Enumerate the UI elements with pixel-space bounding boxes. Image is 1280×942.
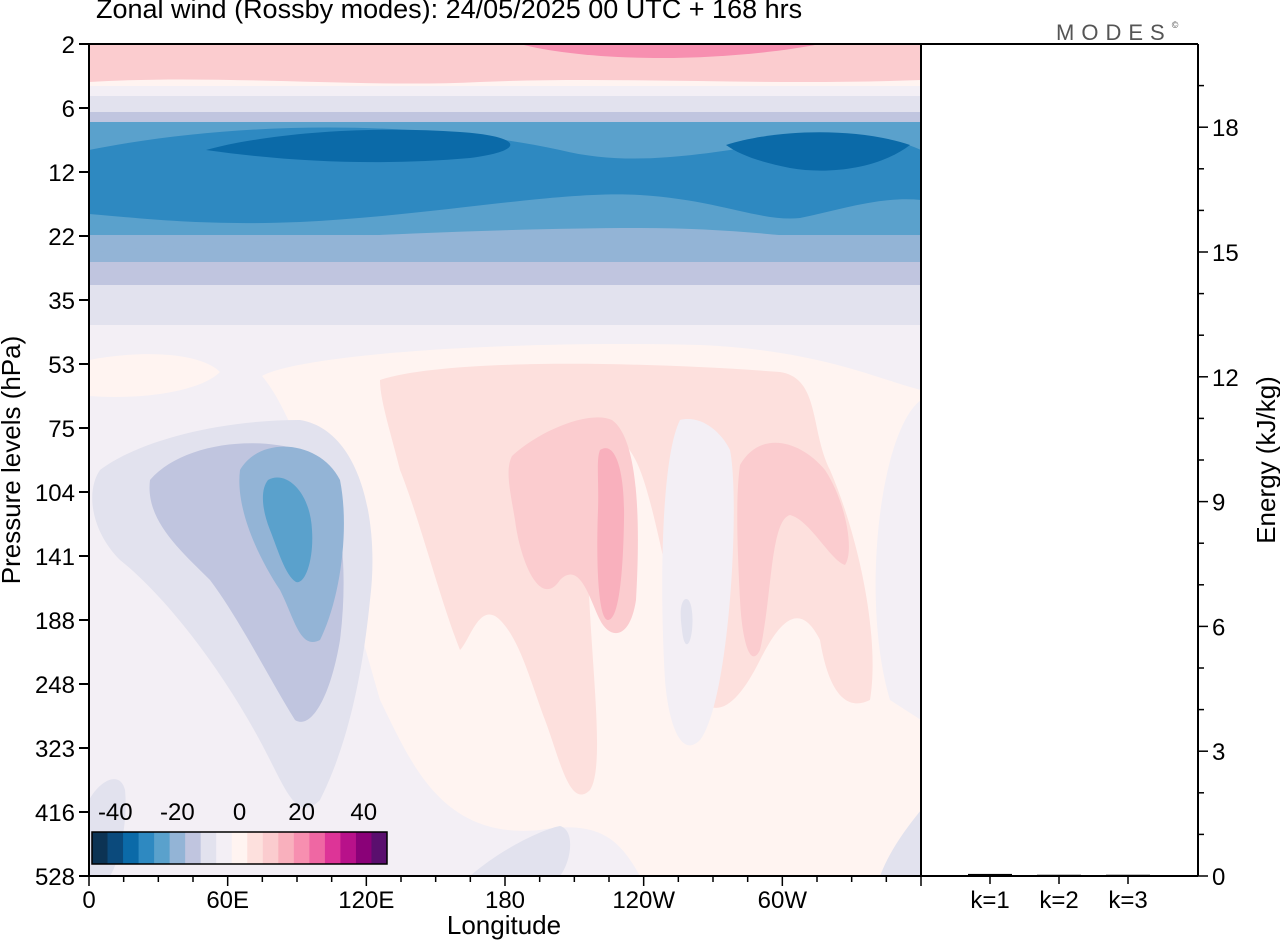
y-tick-label: 323: [35, 736, 75, 763]
colorbar-swatch: [262, 832, 279, 864]
stratosphere-band: [89, 104, 921, 112]
energy-bars: k=1 k=2 k=3: [968, 873, 1150, 914]
colorbar: -40 -20 0 20 40: [91, 799, 388, 865]
colorbar-frame: [91, 831, 388, 865]
colorbar-swatch: [169, 832, 186, 864]
y-tick-label: 75: [48, 416, 75, 443]
colorbar-swatch: [355, 832, 372, 864]
energy-bar: [968, 873, 1012, 876]
energy-tick-label: 6: [1212, 614, 1225, 641]
pressure-axis: 2 6 12 22 35 53 75 104 141 188 248 323 416 528: [35, 32, 89, 891]
colorbar-swatch: [309, 832, 326, 864]
y-tick-label: 53: [48, 352, 75, 379]
energy-category-label: k=3: [1108, 887, 1147, 914]
y-tick-label: 22: [48, 224, 75, 251]
contour-region: [737, 442, 849, 657]
copyright-mark: ©: [1171, 20, 1179, 30]
colorbar-tick-label: 40: [350, 799, 377, 826]
longitude-axis: 0 60E 120E 180 120W 60W: [82, 876, 922, 914]
x-tick-label: 120E: [338, 887, 394, 914]
y-tick-label: 2: [62, 32, 75, 59]
y-tick-label: 12: [48, 160, 75, 187]
energy-tick-label: 12: [1212, 365, 1239, 392]
x-tick-label: 180: [485, 887, 525, 914]
contour-region: [726, 132, 910, 171]
contour-region: [880, 810, 921, 876]
energy-tick-label: 18: [1212, 115, 1239, 142]
x-tick-label: 0: [82, 887, 95, 914]
y-tick-label: 35: [48, 288, 75, 315]
y-tick-label: 188: [35, 608, 75, 635]
energy-category-label: k=2: [1039, 887, 1078, 914]
stratosphere-band: [89, 112, 921, 122]
colorbar-swatch: [107, 832, 124, 864]
energy-tick-label: 15: [1212, 240, 1239, 267]
x-tick-label: 120W: [612, 887, 675, 914]
colorbar-swatch: [324, 832, 341, 864]
y-tick-label: 104: [35, 480, 75, 507]
x-tick-label: 60W: [758, 887, 808, 914]
energy-axis: 0 3 6 9 12 15 18: [1198, 84, 1239, 891]
colorbar-tick-label: 20: [288, 799, 315, 826]
y-axis-label: Pressure levels (hPa): [0, 336, 26, 585]
y-tick-label: 6: [62, 96, 75, 123]
contour-region: [262, 477, 313, 583]
y-tick-label: 528: [35, 864, 75, 891]
energy-category-label: k=1: [970, 887, 1009, 914]
colorbar-swatch: [92, 832, 109, 864]
chart-title: Zonal wind (Rossby modes): 24/05/2025 00…: [96, 0, 803, 24]
colorbar-swatch: [231, 832, 248, 864]
energy-tick-label: 3: [1212, 739, 1225, 766]
stratosphere-band: [89, 305, 921, 325]
contour-region: [89, 354, 220, 397]
energy-tick-label: 0: [1212, 864, 1225, 891]
colorbar-swatch: [247, 832, 264, 864]
stratosphere-band: [89, 262, 921, 285]
x-tick-label: 60E: [206, 887, 249, 914]
y-tick-label: 248: [35, 672, 75, 699]
colorbar-swatch: [278, 832, 295, 864]
modes-logo: MODES©: [1056, 20, 1178, 46]
x-axis-label: Longitude: [447, 910, 561, 940]
energy-bar: [1037, 874, 1081, 877]
colorbar-tick-label: -40: [98, 799, 133, 826]
colorbar-swatch: [216, 832, 233, 864]
energy-tick-label: 9: [1212, 490, 1225, 517]
contour-region: [680, 599, 693, 645]
contour-region: [520, 44, 820, 58]
colorbar-swatch: [138, 832, 155, 864]
colorbar-tick-label: -20: [160, 799, 195, 826]
energy-axis-label: Energy (kJ/kg): [1251, 376, 1280, 544]
modes-logo-text: MODES: [1056, 20, 1172, 45]
colorbar-swatch: [371, 832, 388, 864]
contour-region: [662, 419, 734, 746]
colorbar-swatch: [154, 832, 171, 864]
stratosphere-band: [89, 285, 921, 305]
contour-region: [597, 448, 625, 620]
y-tick-label: 141: [35, 544, 75, 571]
colorbar-swatch: [185, 832, 202, 864]
colorbar-swatch: [200, 832, 217, 864]
colorbar-swatch: [293, 832, 310, 864]
y-tick-label: 416: [35, 800, 75, 827]
colorbar-tick-label: 0: [233, 799, 246, 826]
contour-region: [206, 129, 511, 163]
stratosphere-band: [89, 86, 921, 96]
colorbar-swatch: [340, 832, 357, 864]
contour-region: [89, 228, 921, 262]
stratosphere-band: [89, 96, 921, 104]
contour-region: [470, 826, 571, 876]
energy-bar: [1106, 874, 1150, 877]
stratosphere-band: [89, 325, 921, 345]
colorbar-swatch: [123, 832, 140, 864]
contour-field: [89, 44, 921, 876]
